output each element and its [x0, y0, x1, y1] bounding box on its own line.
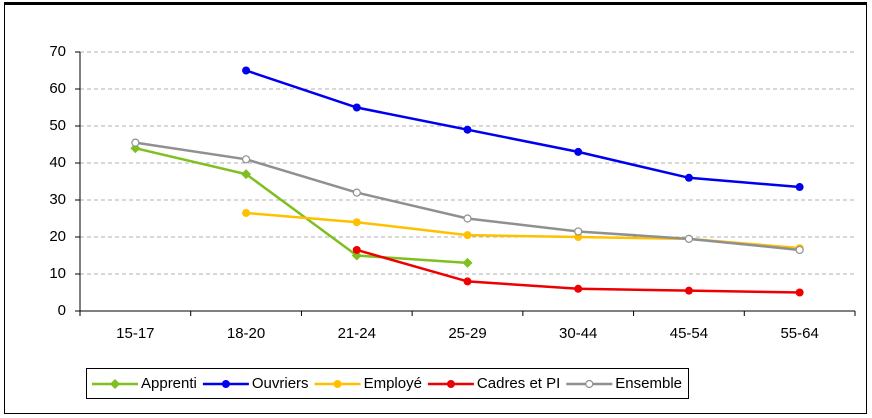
- x-tick-label: 30-44: [559, 325, 597, 342]
- y-tick-label: 20: [49, 228, 66, 245]
- series-line: [245, 69, 800, 189]
- y-tick-label: 70: [49, 43, 66, 60]
- data-point: [463, 231, 472, 240]
- data-point: [684, 286, 693, 295]
- data-point: [352, 245, 361, 254]
- x-tick-label: 25-29: [448, 325, 486, 342]
- x-tick-label: 15-17: [116, 325, 154, 342]
- x-tick-label: 55-64: [780, 325, 818, 342]
- data-point: [574, 147, 583, 156]
- x-tick-label: 18-20: [227, 325, 265, 342]
- data-point: [352, 103, 361, 112]
- legend-label: Apprenti: [141, 375, 197, 392]
- legend-label: Ouvriers: [252, 375, 309, 392]
- y-tick-label: 50: [49, 117, 66, 134]
- data-point: [131, 138, 140, 147]
- y-tick-label: 10: [49, 265, 66, 282]
- data-point: [463, 214, 472, 223]
- data-point: [684, 173, 693, 182]
- data-point: [574, 227, 583, 236]
- data-point: [574, 284, 583, 293]
- legend-marker: [333, 380, 342, 388]
- chart-frame: [4, 4, 867, 414]
- legend-marker: [221, 380, 230, 388]
- legend-label: Ensemble: [615, 375, 682, 392]
- data-point: [241, 155, 251, 164]
- y-tick-label: 0: [58, 302, 66, 319]
- data-point: [242, 66, 251, 75]
- legend-label: Cadres et PI: [477, 375, 560, 392]
- y-tick-label: 60: [49, 80, 66, 97]
- legend-marker: [110, 379, 120, 389]
- y-tick-label: 30: [49, 191, 66, 208]
- data-point: [795, 245, 804, 255]
- data-point: [242, 208, 251, 217]
- data-point: [241, 169, 252, 180]
- legend-marker: [585, 379, 594, 389]
- legend-label: Employé: [364, 375, 422, 392]
- x-tick-label: 21-24: [338, 325, 376, 342]
- data-point: [462, 257, 473, 268]
- series-line: [135, 146, 468, 265]
- data-point: [463, 277, 472, 286]
- x-tick-label: 45-54: [670, 325, 708, 342]
- y-tick-label: 40: [49, 154, 66, 171]
- data-point: [684, 234, 694, 243]
- legend-marker: [446, 380, 455, 388]
- data-point: [795, 183, 804, 192]
- data-point: [463, 125, 472, 134]
- data-point: [352, 188, 361, 197]
- data-point: [795, 288, 804, 297]
- data-point: [352, 218, 361, 227]
